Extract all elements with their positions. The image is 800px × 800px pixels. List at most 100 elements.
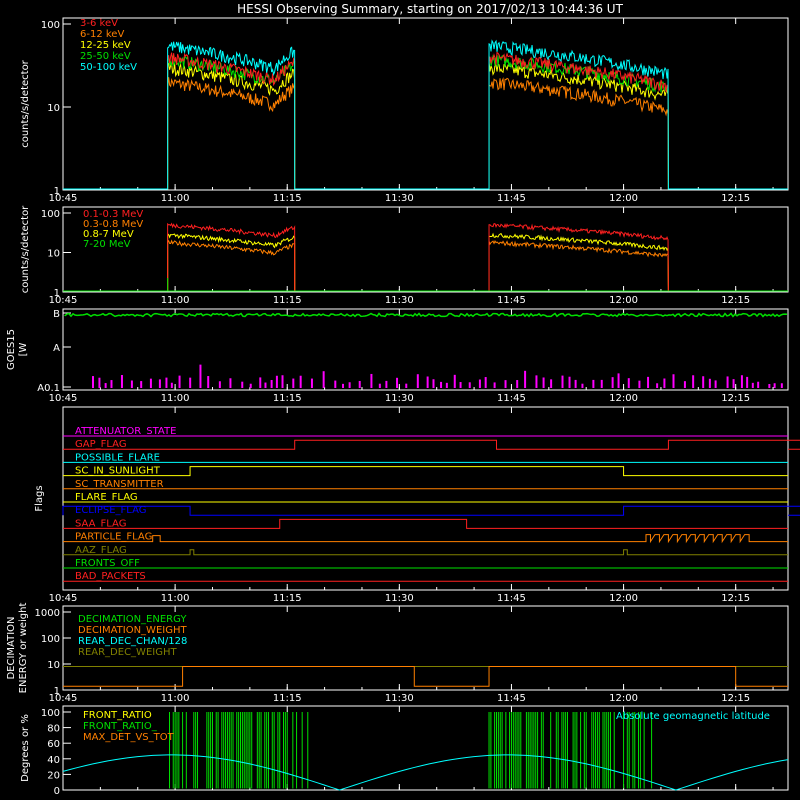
x-tick-label: 10:45	[49, 593, 78, 604]
series-50-100-keV	[63, 39, 788, 190]
y-tick-label: 1	[54, 186, 60, 197]
x-tick-label: 11:15	[273, 693, 302, 704]
flag-label: AAZ_FLAG	[75, 545, 127, 556]
y-axis-label: counts/s/detector	[20, 205, 31, 293]
flag-label: SAA_FLAG	[75, 518, 126, 529]
panel-1: 10:45 11:00 11:15 11:30 11:45 12:00 12:15 1 10 10…	[41, 17, 789, 204]
y-axis-label: Flags	[34, 485, 45, 511]
y-tick-label: B	[53, 309, 60, 320]
flag-label: ECLIPSE_FLAG	[75, 505, 146, 516]
y-axis-label: Degrees or %	[20, 714, 31, 782]
y-tick-label: 60	[47, 739, 60, 750]
y-tick-label: 100	[41, 20, 60, 31]
x-tick-label: 11:30	[385, 295, 414, 306]
flag-label: POSSIBLE_FLARE	[75, 452, 160, 463]
panel-6: 0 20 40 60 80 100 FRONT_RATIOFRONT_RATIO_MAX_D…	[41, 705, 789, 797]
x-tick-label: 11:30	[385, 593, 414, 604]
panel-3: 10:45 11:00 11:15 11:30 11:45 12:00 12:15 A0.1 A…	[37, 308, 789, 404]
x-tick-label: 10:45	[49, 193, 78, 204]
panel-5: 10:45 11:00 11:15 11:30 11:45 12:00 12:15 1 10 10…	[35, 605, 789, 704]
x-tick-label: 12:00	[609, 693, 638, 704]
panel-frame	[62, 406, 789, 591]
legend-entry: 0.3-0.8 MeV	[83, 219, 143, 230]
flag-line-particle_flag	[63, 534, 788, 544]
flag-line-eclipse_flag	[62, 505, 800, 516]
x-tick-label: 11:15	[273, 193, 302, 204]
y-tick-label: 1	[54, 288, 60, 299]
x-tick-label: 11:30	[385, 393, 414, 404]
x-tick-label: 11:45	[497, 593, 526, 604]
x-tick-label: 11:45	[497, 295, 526, 306]
flag-label: SC_TRANSMITTER	[75, 479, 164, 490]
flag-line-aaz_flag	[63, 549, 788, 556]
legend-entry: 50-100 keV	[80, 62, 137, 73]
flag-line-saa_flag	[63, 518, 788, 529]
legend-entry: 0.8-7 MeV	[83, 229, 134, 240]
x-tick-label: 11:15	[273, 393, 302, 404]
flag-label: ATTENUATOR_STATE	[75, 426, 176, 437]
y-tick-label: 1000	[35, 608, 60, 619]
x-tick-label: 12:00	[609, 593, 638, 604]
flag-label: BAD_PACKETS	[75, 571, 146, 582]
legend-entry: MAX_DET_VS_TOT	[83, 732, 175, 743]
legend-entry: 6-12 keV	[80, 29, 124, 40]
geomagnetic-latitude-line	[62, 754, 789, 791]
x-tick-label: 11:45	[497, 693, 526, 704]
legend-entry: DECIMATION_WEIGHT	[78, 625, 187, 636]
legend-entry: 12-25 keV	[80, 40, 131, 51]
flag-label: FLARE_FLAG	[75, 492, 138, 503]
x-tick-label: 12:00	[609, 193, 638, 204]
flag-label: FRONTS_OFF	[75, 558, 140, 569]
flag-line-sc_in_sunlight	[63, 466, 788, 477]
x-tick-label: 12:15	[721, 393, 750, 404]
y-tick-label: 40	[47, 755, 60, 766]
x-tick-label: 11:00	[161, 393, 190, 404]
flag-label: PARTICLE_FLAG	[75, 532, 152, 543]
x-tick-label: 12:00	[609, 295, 638, 306]
panel-frame	[62, 605, 789, 691]
x-tick-label: 11:00	[161, 693, 190, 704]
legend-entry: 25-50 keV	[80, 51, 131, 62]
series-decimation-weight	[63, 666, 788, 687]
y-tick-label: 100	[41, 708, 60, 719]
y-tick-label: 80	[47, 724, 60, 735]
x-tick-label: 11:15	[273, 295, 302, 306]
x-tick-label: 12:15	[721, 295, 750, 306]
legend-entry: FRONT_RATIO	[83, 710, 152, 721]
x-tick-label: 11:30	[385, 693, 414, 704]
x-tick-label: 12:15	[721, 193, 750, 204]
series-0.1-0.3-MeV	[63, 222, 788, 292]
y-tick-label: 10	[47, 660, 60, 671]
series-0.8-7-MeV	[63, 232, 788, 292]
x-tick-label: 10:45	[49, 693, 78, 704]
y-tick-label: 10	[47, 249, 60, 260]
panel-frame	[62, 705, 789, 791]
plot-title: HESSI Observing Summary, starting on 201…	[237, 2, 623, 16]
y-tick-label: A	[53, 343, 60, 354]
x-tick-label: 10:45	[49, 295, 78, 306]
y-axis-label-2: ENERGY or weight	[18, 603, 29, 694]
legend-entry: 0.1-0.3 MeV	[83, 209, 143, 220]
y-tick-label: 100	[41, 209, 60, 220]
legend-entry: REAR_DEC_WEIGHT	[78, 647, 177, 658]
legend-entry: 3-6 keV	[80, 18, 118, 29]
series-12-25-keV	[63, 61, 788, 190]
flag-line-gap_flag	[63, 439, 800, 450]
goes-flux-trace	[64, 312, 788, 318]
panel-frame	[62, 17, 789, 191]
x-tick-label: 11:00	[161, 593, 190, 604]
x-tick-label: 11:45	[497, 393, 526, 404]
legend-entry: 7-20 MeV	[83, 239, 131, 250]
y-axis-unit: [W	[18, 342, 29, 356]
y-tick-label: 10	[47, 103, 60, 114]
flag-label: GAP_FLAG	[75, 439, 127, 450]
panel-frame	[62, 308, 789, 391]
flag-label: SC_IN_SUNLIGHT	[75, 466, 161, 477]
legend-entry: DECIMATION_ENERGY	[78, 614, 187, 625]
x-tick-label: 11:45	[497, 193, 526, 204]
y-tick-label: 100	[41, 634, 60, 645]
y-axis-label: counts/s/detector	[20, 59, 31, 147]
panel-4: 10:45 11:00 11:15 11:30 11:45 12:00 12:15 ATTEN…	[49, 406, 800, 604]
latitude-annotation: Absolute geomagnetic latitude	[616, 711, 770, 722]
